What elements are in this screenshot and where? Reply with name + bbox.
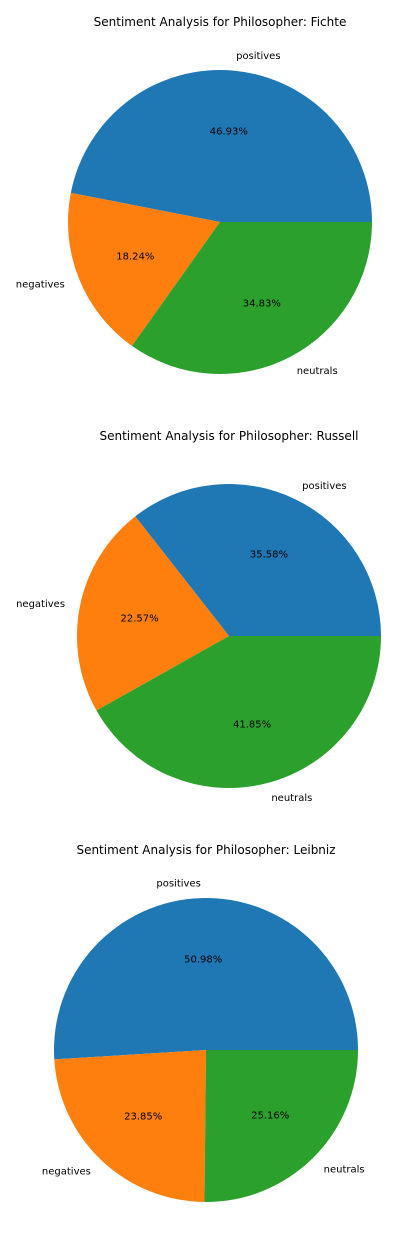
pie-slice-neutrals — [204, 1050, 358, 1202]
pie-slice-percent-label: 34.83% — [243, 299, 281, 310]
pie-chart-leibniz: Sentiment Analysis for Philosopher: Leib… — [42, 843, 365, 1202]
pie-slice-category-label: negatives — [16, 599, 65, 610]
pie-slice-category-label: negatives — [42, 1167, 91, 1178]
pie-slice-positives — [70, 70, 372, 222]
pie-slice-neutrals — [96, 636, 381, 788]
pie-chart-fichte: Sentiment Analysis for Philosopher: Fich… — [16, 15, 372, 377]
pie-slice-category-label: neutrals — [271, 793, 312, 804]
pie-slice-negatives — [54, 1050, 206, 1202]
pie-slice-percent-label: 41.85% — [233, 720, 271, 731]
pie-slice-percent-label: 35.58% — [250, 549, 288, 560]
pie-slice-percent-label: 23.85% — [124, 1112, 162, 1123]
pie-slice-percent-label: 22.57% — [120, 614, 158, 625]
pie-slice-category-label: positives — [156, 878, 200, 889]
pie-slice-percent-label: 50.98% — [184, 954, 222, 965]
pie-slice-negatives — [68, 192, 220, 346]
pie-slice-negatives — [77, 516, 229, 711]
pie-slice-percent-label: 46.93% — [210, 127, 248, 138]
pie-slice-category-label: neutrals — [297, 366, 338, 377]
chart-title: Sentiment Analysis for Philosopher: Russ… — [99, 429, 358, 443]
pie-slice-percent-label: 18.24% — [116, 251, 154, 262]
pie-slice-positives — [53, 898, 358, 1060]
pie-chart-russell: Sentiment Analysis for Philosopher: Russ… — [16, 429, 381, 804]
chart-title: Sentiment Analysis for Philosopher: Fich… — [94, 15, 347, 29]
pie-slice-category-label: positives — [302, 481, 346, 492]
chart-title: Sentiment Analysis for Philosopher: Leib… — [76, 843, 335, 857]
pie-slice-category-label: positives — [236, 51, 280, 62]
pie-slice-neutrals — [131, 222, 372, 374]
pie-slice-category-label: negatives — [16, 280, 65, 291]
pie-slice-positives — [135, 483, 381, 636]
pie-slice-category-label: neutrals — [324, 1164, 365, 1175]
pie-slice-percent-label: 25.16% — [251, 1110, 289, 1121]
